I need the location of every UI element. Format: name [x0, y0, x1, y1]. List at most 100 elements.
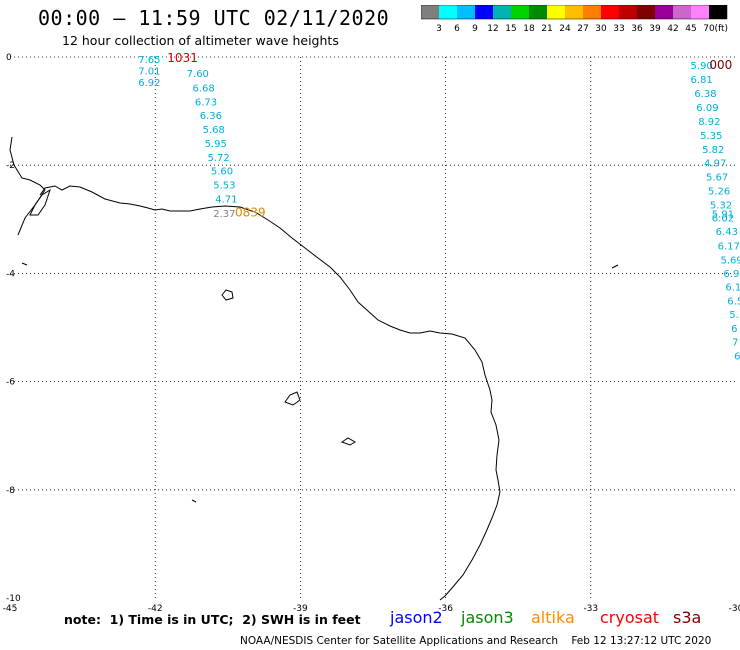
colorbar-tick: 12: [487, 24, 498, 34]
wave-height-value: 5.95: [205, 139, 227, 150]
x-tick-label: -39: [293, 604, 308, 614]
wave-height-value: 6.94: [723, 269, 740, 280]
colorbar-tick: 42: [667, 24, 678, 34]
colorbar-swatch: [493, 5, 511, 19]
map-gridlines: [10, 56, 736, 598]
legend-jason3: jason3: [461, 608, 514, 627]
altimeter-tracks: 7.657.016.927.606.686.736.365.685.955.72…: [138, 51, 740, 363]
x-tick-label: -30: [729, 604, 740, 614]
footer-note: note: 1) Time is in UTC; 2) SWH is in fe…: [64, 612, 361, 627]
colorbar-unit: (ft): [714, 24, 728, 34]
x-tick-label: -45: [3, 604, 18, 614]
brazil-coastline: [39, 185, 501, 601]
colorbar-swatch: [565, 5, 583, 19]
north-mainland-coast: [9, 136, 46, 236]
wave-height-value: 5.82: [702, 145, 724, 156]
map-title: 00:00 – 11:59 UTC 02/11/2020: [38, 6, 390, 30]
colorbar-swatch: [529, 5, 547, 19]
wave-height-value: 5.35: [700, 131, 722, 142]
y-tick-label: -6: [6, 378, 15, 388]
wave-height-value: 6.81: [691, 75, 713, 86]
legend-s3a: s3a: [673, 608, 702, 627]
wave-height-value: 5.26: [708, 187, 730, 198]
x-tick-label: -42: [148, 604, 163, 614]
colorbar-swatch: [583, 5, 601, 19]
islet-southwest: [191, 499, 197, 503]
colorbar-swatch: [709, 5, 727, 19]
islet-east: [611, 264, 619, 269]
colorbar-swatch: [421, 5, 439, 19]
colorbar-tick: 33: [613, 24, 624, 34]
colorbar-tick: 36: [631, 24, 643, 34]
colorbar-swatch: [547, 5, 565, 19]
wave-height-value: 7.01: [138, 67, 160, 78]
wave-height-value: 5.60: [211, 167, 233, 178]
colorbar-tick: 15: [505, 24, 516, 34]
wave-height-value: 8.92: [698, 117, 720, 128]
y-tick-label: -8: [6, 486, 15, 496]
colorbar-tick: 21: [541, 24, 552, 34]
colorbar-swatch: [637, 5, 655, 19]
pass-time-label: 000: [709, 58, 732, 72]
wave-height-value: 4.97: [704, 158, 726, 169]
map-subtitle: 12 hour collection of altimeter wave hei…: [62, 33, 339, 48]
island-near-37w: [340, 437, 356, 446]
colorbar-tick: 39: [649, 24, 661, 34]
legend-altika: altika: [531, 608, 575, 627]
wave-height-value: 6.17: [718, 241, 740, 252]
legend-jason2: jason2: [390, 608, 443, 627]
colorbar-tick: 9: [472, 24, 478, 34]
colorbar-tick: 70: [703, 24, 715, 34]
wave-height-value: 6.73: [195, 97, 217, 108]
island-near-39w: [284, 391, 301, 406]
wave-height-value: 5.69: [721, 255, 740, 266]
wave-height-value: 5.32: [710, 201, 732, 212]
wave-height-value: 5.90: [691, 61, 713, 72]
wave-height-value: 2.37: [213, 209, 235, 220]
islet-west: [21, 262, 28, 266]
credit-line: NOAA/NESDIS Center for Satellite Applica…: [240, 635, 712, 647]
colorbar-swatch: [457, 5, 475, 19]
wave-height-value: 6: [731, 324, 737, 335]
pass-time-label: 1031: [167, 51, 198, 65]
wave-height-value: 6.43: [716, 227, 738, 238]
colorbar-swatch: [511, 5, 529, 19]
wave-height-value: 7.60: [187, 69, 209, 80]
colorbar-swatch: [439, 5, 457, 19]
legend-cryosat: cryosat: [600, 608, 660, 627]
wave-height-value: 6.02: [712, 214, 734, 225]
wave-height-value: 5.: [729, 310, 739, 321]
colorbar-swatch: [655, 5, 673, 19]
wave-height-value: 5.53: [213, 181, 235, 192]
wave-height-value: 6.1: [725, 282, 740, 293]
colorbar-tick: 24: [559, 24, 571, 34]
marajo-island: [29, 188, 51, 216]
colorbar-tick: 18: [523, 24, 535, 34]
colorbar-swatch: [601, 5, 619, 19]
y-tick-label: 0: [6, 53, 12, 63]
colorbar-swatch: [475, 5, 493, 19]
pass-time-label: 0839: [235, 205, 266, 219]
wave-height-value: 6.5: [727, 296, 740, 307]
y-tick-label: -10: [6, 594, 21, 604]
wave-height-value: 6.09: [696, 103, 718, 114]
colorbar-swatch: [673, 5, 691, 19]
coastline: [9, 136, 619, 601]
colorbar-tick: 6: [454, 24, 460, 34]
x-tick-label: -36: [438, 604, 453, 614]
wave-height-value: 6.36: [200, 111, 222, 122]
y-tick-label: -2: [6, 161, 15, 171]
wave-height-value: 6.68: [192, 83, 214, 94]
x-tick-label: -33: [583, 604, 598, 614]
colorbar-tick: 45: [685, 24, 696, 34]
wave-height-value: 5.91: [712, 209, 734, 220]
wave-height-value: 4.71: [215, 195, 237, 206]
wave-height-value: 6: [734, 352, 740, 363]
colorbar-tick: 30: [595, 24, 607, 34]
wave-height-value: 6.38: [694, 89, 716, 100]
wave-height-value: 5.67: [706, 173, 728, 184]
wave-height-value: 7: [732, 338, 738, 349]
wave-height-value: 7.65: [138, 55, 160, 66]
y-tick-label: -4: [6, 269, 15, 279]
